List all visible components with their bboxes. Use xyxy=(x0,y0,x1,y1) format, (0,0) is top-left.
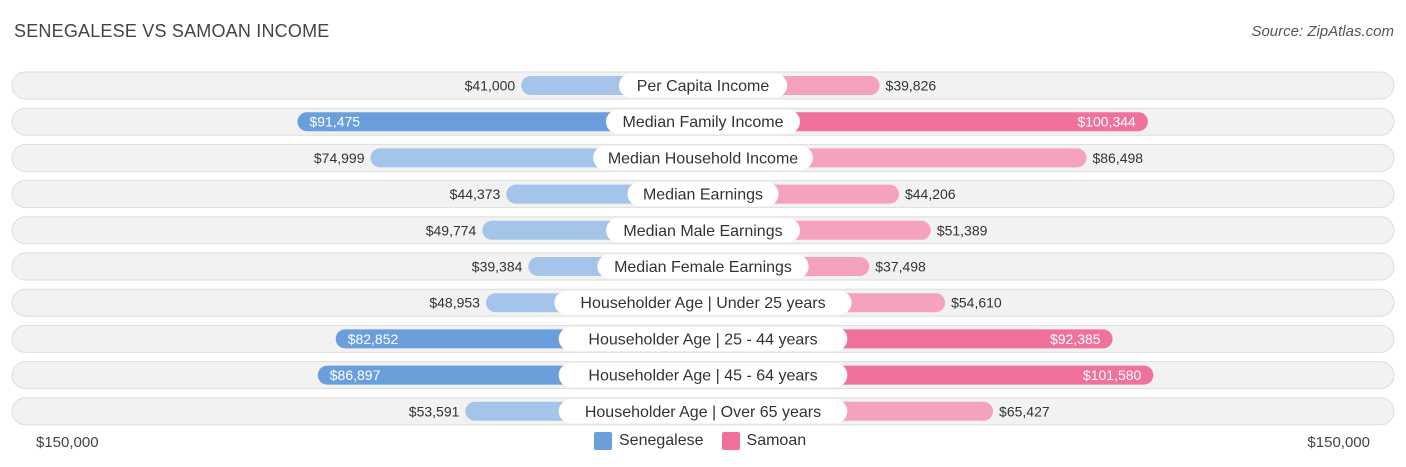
category-label: Median Male Earnings xyxy=(623,223,782,240)
category-label-pill xyxy=(597,254,809,279)
category-label-pill xyxy=(554,290,852,315)
legend: Senegalese Samoan xyxy=(594,432,824,450)
legend-item-senegalese: Senegalese xyxy=(594,432,704,450)
category-label: Median Female Earnings xyxy=(614,259,792,276)
samoan-value-label: $54,610 xyxy=(951,295,1002,311)
senegalese-value-label: $91,475 xyxy=(309,114,360,130)
category-label-pill xyxy=(606,109,800,134)
samoan-value-label: $44,206 xyxy=(905,186,956,202)
category-label: Median Household Income xyxy=(608,150,798,167)
senegalese-value-label: $82,852 xyxy=(348,331,399,347)
category-label-pill xyxy=(606,218,800,243)
legend-swatch-senegalese xyxy=(594,432,612,450)
axis-right-label: $150,000 xyxy=(1307,434,1370,451)
category-label: Householder Age | Under 25 years xyxy=(580,295,825,312)
category-label: Householder Age | 25 - 44 years xyxy=(588,331,817,348)
axis-left-label: $150,000 xyxy=(36,434,99,451)
chart-canvas: $41,000 $39,826 Per Capita Income $91,475 $1… xyxy=(11,71,1395,426)
samoan-value-label: $101,580 xyxy=(1083,367,1142,383)
senegalese-value-label: $53,591 xyxy=(409,403,460,419)
category-label-pill xyxy=(618,73,788,98)
category-label-pill xyxy=(593,145,813,170)
samoan-bar xyxy=(703,112,1148,132)
senegalese-value-label: $41,000 xyxy=(465,78,516,94)
legend-label-senegalese: Senegalese xyxy=(619,432,704,449)
category-label-pill xyxy=(627,182,779,207)
category-label-pill xyxy=(558,399,848,424)
category-label: Per Capita Income xyxy=(637,78,770,95)
senegalese-value-label: $48,953 xyxy=(429,295,480,311)
category-label: Median Family Income xyxy=(623,114,784,131)
samoan-value-label: $65,427 xyxy=(999,403,1050,419)
senegalese-value-label: $49,774 xyxy=(426,222,477,238)
samoan-value-label: $86,498 xyxy=(1092,150,1143,166)
samoan-value-label: $100,344 xyxy=(1077,114,1136,130)
category-label: Householder Age | 45 - 64 years xyxy=(588,368,817,385)
category-label: Median Earnings xyxy=(643,187,763,204)
category-label: Householder Age | Over 65 years xyxy=(585,404,821,421)
category-label-pill xyxy=(558,326,848,351)
legend-swatch-samoan xyxy=(721,432,740,450)
legend-label-samoan: Samoan xyxy=(746,432,807,449)
category-label-pill xyxy=(558,363,848,388)
senegalese-value-label: $39,384 xyxy=(472,259,523,275)
samoan-value-label: $92,385 xyxy=(1050,331,1101,347)
senegalese-value-label: $74,999 xyxy=(314,150,365,166)
chart-title: SENEGALESE VS SAMOAN INCOME xyxy=(14,21,330,41)
legend-item-samoan: Samoan xyxy=(721,432,807,450)
senegalese-value-label: $44,373 xyxy=(450,186,501,202)
source-label: Source: ZipAtlas.com xyxy=(1251,23,1394,40)
senegalese-value-label: $86,897 xyxy=(330,367,381,383)
senegalese-bar xyxy=(297,112,703,132)
samoan-value-label: $51,389 xyxy=(937,222,988,238)
samoan-value-label: $37,498 xyxy=(875,259,926,275)
samoan-value-label: $39,826 xyxy=(886,78,937,94)
